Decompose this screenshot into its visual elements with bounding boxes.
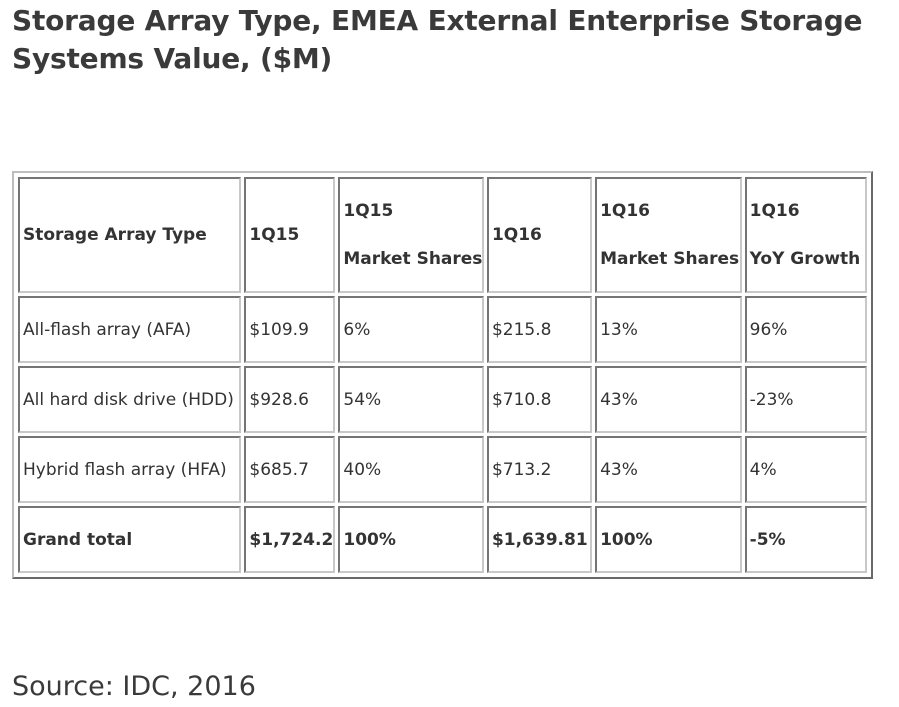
table-row: All-flash array (AFA) $109.9 6% $215.8 1…	[18, 296, 867, 363]
cell-1q15-share: 54%	[338, 366, 484, 433]
header-label-period: 1Q16	[600, 201, 650, 221]
cell-1q16-value: $710.8	[486, 366, 593, 433]
cell-total-yoy-growth: -5%	[744, 506, 867, 573]
cell-total-1q15-share: 100%	[338, 506, 484, 573]
header-label-metric: Market Shares	[600, 249, 740, 269]
header-label-period: 1Q16	[749, 201, 800, 221]
header-1q15-market-shares: 1Q15 Market Shares	[338, 177, 484, 293]
cell-1q16-share: 13%	[595, 296, 742, 363]
table-row: All hard disk drive (HDD) $928.6 54% $71…	[18, 366, 867, 433]
header-1q16: 1Q16	[486, 177, 593, 293]
cell-1q15-value: $685.7	[244, 436, 336, 503]
header-label-metric: YoY Growth	[749, 249, 861, 269]
cell-array-type: All-flash array (AFA)	[18, 296, 242, 363]
page-title: Storage Array Type, EMEA External Enterp…	[12, 4, 863, 75]
cell-total-1q16-share: 100%	[595, 506, 742, 573]
header-label-metric: Market Shares	[343, 249, 483, 269]
header-row: Storage Array Type 1Q15 1Q15 Market Shar…	[18, 177, 867, 293]
cell-array-type: All hard disk drive (HDD)	[18, 366, 242, 433]
cell-1q15-value: $928.6	[244, 366, 336, 433]
grand-total-row: Grand total $1,724.2 100% $1,639.81 100%…	[18, 506, 867, 573]
data-table-frame: Storage Array Type 1Q15 1Q15 Market Shar…	[12, 171, 873, 579]
header-1q15: 1Q15	[244, 177, 336, 293]
cell-total-1q16-value: $1,639.81	[486, 506, 593, 573]
cell-1q15-share: 6%	[338, 296, 484, 363]
cell-1q15-share: 40%	[338, 436, 484, 503]
table-row: Hybrid flash array (HFA) $685.7 40% $713…	[18, 436, 867, 503]
cell-1q15-value: $109.9	[244, 296, 336, 363]
cell-1q16-share: 43%	[595, 366, 742, 433]
header-label: 1Q15	[249, 225, 300, 245]
header-label-period: 1Q15	[343, 201, 394, 221]
cell-total-label: Grand total	[18, 506, 242, 573]
cell-yoy-growth: -23%	[744, 366, 867, 433]
header-storage-array-type: Storage Array Type	[18, 177, 242, 293]
cell-total-1q15-value: $1,724.2	[244, 506, 336, 573]
cell-array-type: Hybrid flash array (HFA)	[18, 436, 242, 503]
storage-array-table: Storage Array Type 1Q15 1Q15 Market Shar…	[15, 174, 870, 576]
cell-1q16-value: $713.2	[486, 436, 593, 503]
cell-yoy-growth: 96%	[744, 296, 867, 363]
header-1q16-yoy-growth: 1Q16 YoY Growth	[744, 177, 867, 293]
cell-yoy-growth: 4%	[744, 436, 867, 503]
header-label: 1Q16	[491, 225, 542, 245]
header-label: Storage Array Type	[23, 225, 207, 245]
cell-1q16-share: 43%	[595, 436, 742, 503]
header-1q16-market-shares: 1Q16 Market Shares	[595, 177, 742, 293]
cell-1q16-value: $215.8	[486, 296, 593, 363]
source-note: Source: IDC, 2016	[12, 671, 256, 702]
